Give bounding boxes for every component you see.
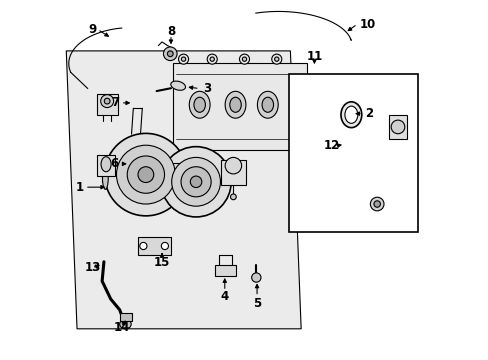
Circle shape	[251, 273, 261, 282]
Bar	[97, 155, 115, 176]
Text: 10: 10	[359, 18, 375, 31]
Polygon shape	[66, 51, 301, 329]
Circle shape	[239, 54, 249, 64]
Ellipse shape	[102, 167, 108, 189]
Circle shape	[181, 57, 185, 61]
Circle shape	[190, 176, 202, 188]
Text: 7: 7	[111, 96, 119, 109]
Circle shape	[127, 156, 164, 193]
Circle shape	[271, 54, 281, 64]
Circle shape	[104, 134, 187, 216]
Circle shape	[390, 120, 404, 134]
Circle shape	[161, 147, 231, 217]
Circle shape	[373, 201, 380, 207]
Ellipse shape	[194, 97, 205, 112]
Circle shape	[163, 47, 177, 60]
Bar	[289, 74, 418, 232]
Circle shape	[230, 194, 236, 200]
Text: 9: 9	[88, 23, 97, 36]
Circle shape	[161, 242, 168, 249]
Ellipse shape	[120, 319, 131, 329]
Ellipse shape	[257, 91, 278, 118]
Ellipse shape	[189, 91, 210, 118]
Text: 5: 5	[252, 297, 261, 310]
Ellipse shape	[229, 97, 241, 112]
Bar	[160, 163, 201, 185]
Text: 4: 4	[220, 290, 228, 303]
Circle shape	[178, 54, 188, 64]
Bar	[388, 116, 407, 139]
Bar	[137, 237, 170, 255]
Text: 12: 12	[323, 139, 339, 152]
Circle shape	[167, 51, 173, 57]
Text: 8: 8	[166, 25, 175, 38]
Text: 15: 15	[154, 256, 170, 269]
Circle shape	[140, 242, 147, 249]
Circle shape	[224, 157, 241, 174]
Bar	[172, 63, 306, 149]
Text: 2: 2	[364, 107, 372, 120]
Ellipse shape	[340, 102, 361, 128]
Ellipse shape	[262, 97, 273, 112]
Circle shape	[116, 145, 175, 204]
Circle shape	[101, 95, 113, 108]
Ellipse shape	[344, 106, 357, 123]
Circle shape	[274, 57, 278, 61]
Text: 13: 13	[85, 261, 101, 274]
Circle shape	[210, 57, 214, 61]
Circle shape	[369, 197, 383, 211]
Bar	[221, 159, 245, 185]
Circle shape	[138, 167, 153, 183]
Ellipse shape	[224, 91, 245, 118]
Circle shape	[207, 54, 217, 64]
Bar	[120, 314, 131, 320]
Ellipse shape	[170, 81, 185, 90]
Text: 6: 6	[110, 157, 118, 170]
Text: 3: 3	[203, 82, 211, 95]
Bar	[215, 265, 235, 276]
Circle shape	[104, 98, 110, 104]
Ellipse shape	[101, 157, 111, 172]
Text: 11: 11	[305, 50, 322, 63]
Text: 14: 14	[113, 320, 130, 333]
Text: 1: 1	[75, 181, 83, 194]
Bar	[97, 94, 117, 115]
Circle shape	[171, 157, 220, 206]
Circle shape	[242, 57, 246, 61]
Circle shape	[181, 167, 211, 197]
